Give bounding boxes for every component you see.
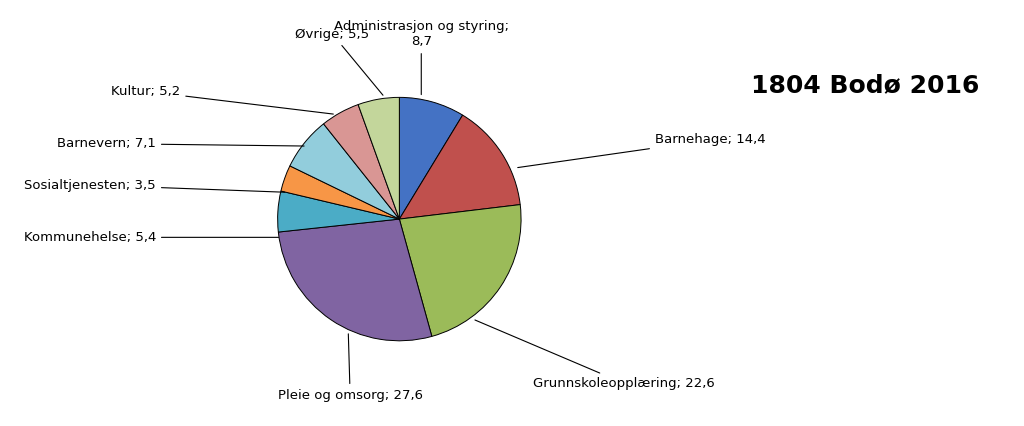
Text: Sosialtjenesten; 3,5: Sosialtjenesten; 3,5: [25, 178, 285, 192]
Text: Administrasjon og styring;
8,7: Administrasjon og styring; 8,7: [334, 20, 509, 95]
Wedge shape: [358, 98, 399, 219]
Wedge shape: [324, 104, 399, 219]
Wedge shape: [290, 124, 399, 219]
Text: Grunnskoleopplæring; 22,6: Grunnskoleopplæring; 22,6: [475, 320, 715, 390]
Text: Kultur; 5,2: Kultur; 5,2: [111, 85, 334, 114]
Wedge shape: [281, 166, 399, 219]
Text: Kommunehelse; 5,4: Kommunehelse; 5,4: [24, 231, 279, 244]
Wedge shape: [399, 98, 463, 219]
Wedge shape: [399, 115, 520, 219]
Wedge shape: [399, 204, 521, 337]
Text: Barnehage; 14,4: Barnehage; 14,4: [518, 133, 766, 167]
Text: Øvrige; 5,5: Øvrige; 5,5: [295, 28, 383, 95]
Wedge shape: [279, 219, 432, 341]
Wedge shape: [278, 191, 399, 232]
Text: 1804 Bodø 2016: 1804 Bodø 2016: [751, 73, 980, 97]
Text: Pleie og omsorg; 27,6: Pleie og omsorg; 27,6: [278, 334, 423, 402]
Text: Barnevern; 7,1: Barnevern; 7,1: [57, 137, 304, 150]
